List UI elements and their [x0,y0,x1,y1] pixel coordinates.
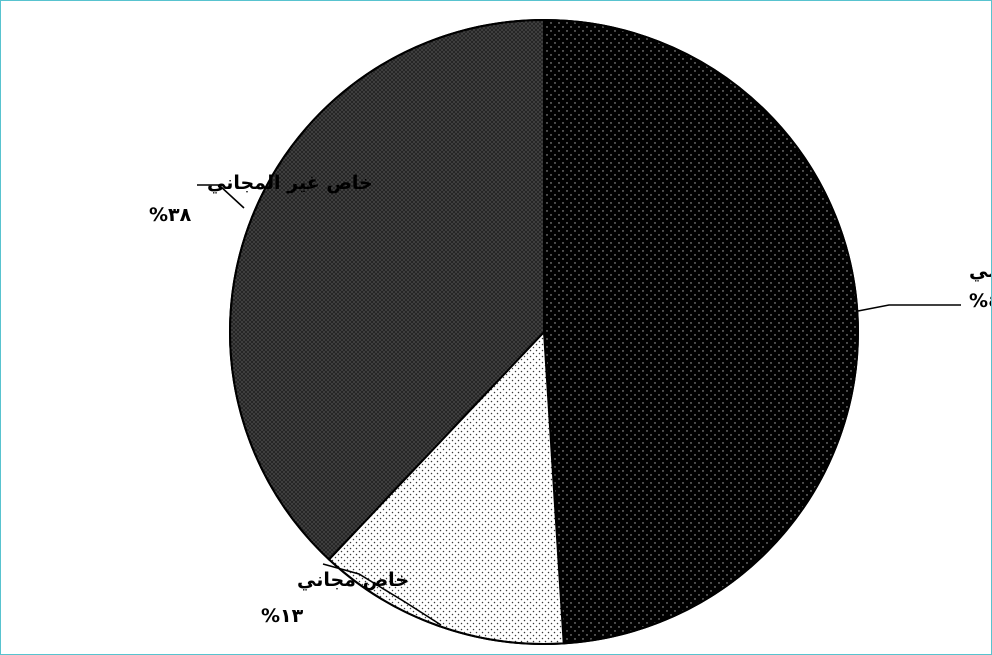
slice-label-private-paid: خاص غير المجاني [207,172,373,194]
slice-value-private-paid: %٣٨ [149,204,192,226]
leader-private-free [322,563,442,626]
pie-slice-rasmi [543,18,859,645]
pie-leader-lines [197,184,961,626]
slice-label-rasmi: رسمي [969,260,991,282]
leader-rasmi [857,304,961,312]
slice-value-rasmi: %٤٩ [969,290,991,312]
slice-value-private-free: %١٣ [261,605,304,627]
pie-labels: رسمي %٤٩ خاص مجاني %١٣ خاص غير المجاني %… [149,172,991,627]
pie-outline [229,19,859,645]
leader-private-paid [197,184,245,209]
slice-label-private-free: خاص مجاني [297,569,409,591]
pie-slices [229,18,859,645]
